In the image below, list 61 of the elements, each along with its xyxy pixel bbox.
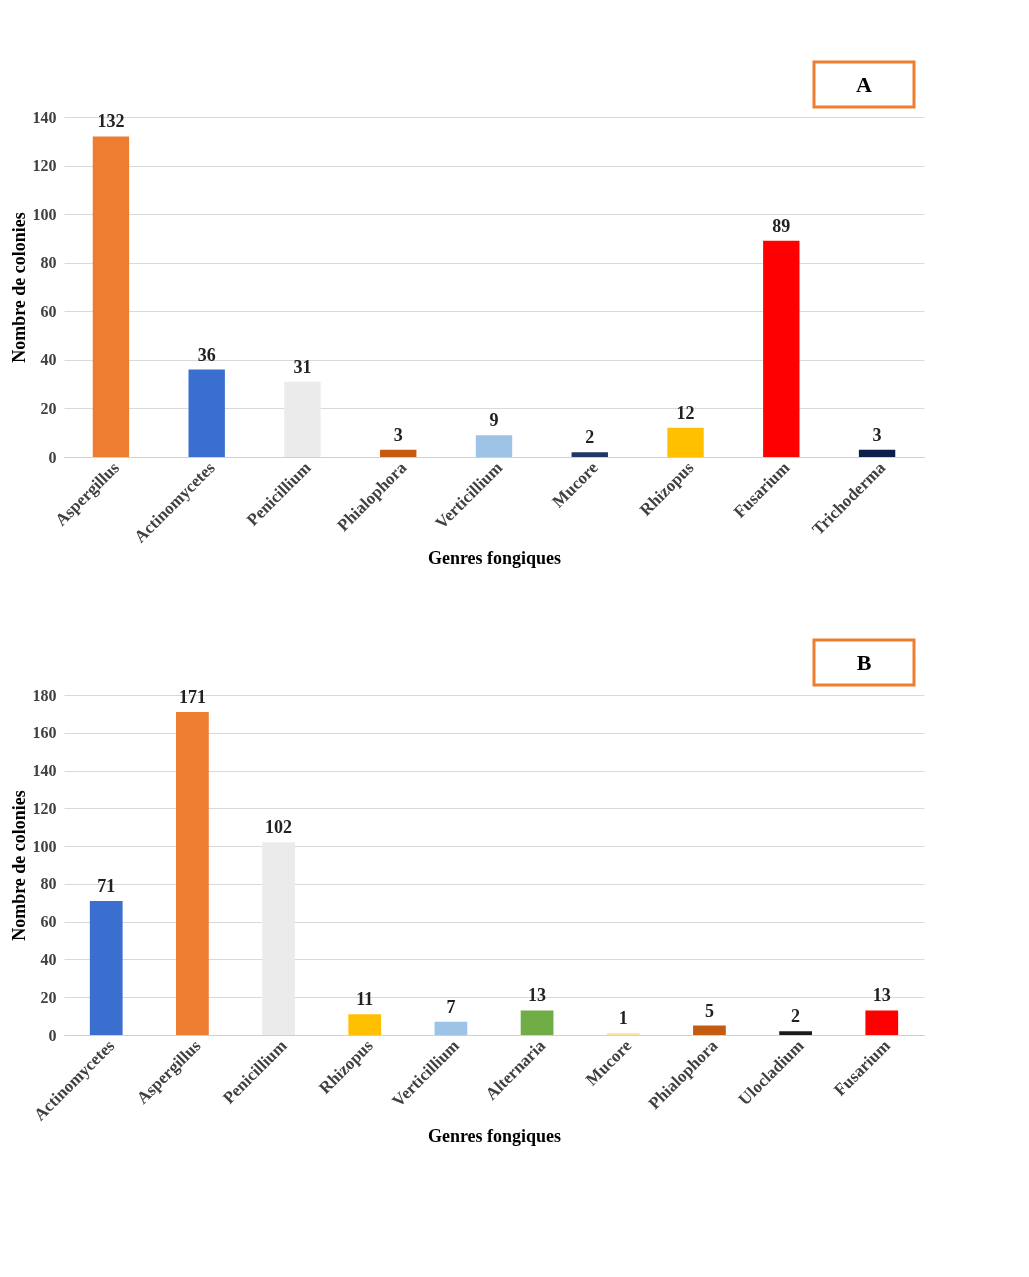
bar: [176, 712, 209, 1035]
bar: [693, 1025, 726, 1035]
bar: [858, 449, 896, 457]
data-label: 89: [772, 215, 791, 236]
y-tick-label: 40: [40, 950, 57, 968]
data-label: 102: [265, 817, 293, 838]
y-tick-label: 0: [48, 1026, 57, 1044]
data-label: 9: [489, 410, 499, 431]
y-tick-label: 120: [32, 157, 57, 175]
bar: [571, 452, 608, 457]
y-tick-label: 60: [40, 302, 57, 320]
bar: [434, 1021, 468, 1035]
bar: [779, 1031, 812, 1035]
bar: [348, 1014, 382, 1035]
bar: [380, 449, 417, 457]
bar: [92, 136, 130, 457]
data-label: 2: [585, 427, 595, 448]
data-label: 1: [618, 1008, 628, 1029]
data-label: 12: [676, 402, 695, 423]
y-tick-label: 100: [32, 205, 57, 223]
bar: [667, 427, 704, 457]
y-tick-label: 20: [40, 988, 57, 1006]
y-tick-label: 80: [40, 875, 57, 893]
data-label: 171: [178, 687, 206, 707]
bar: [475, 435, 513, 457]
data-label: 3: [393, 424, 403, 445]
data-label: 2: [791, 1006, 801, 1027]
x-axis-title: Genres fongiques: [427, 1125, 562, 1146]
data-label: 3: [872, 424, 882, 445]
data-label: 5: [704, 1000, 714, 1021]
y-axis-title: Nombre de colonies: [8, 790, 29, 941]
data-label: 13: [872, 985, 891, 1006]
text: B: [856, 650, 872, 675]
data-label: 36: [197, 344, 216, 365]
x-axis-title: Genres fongiques: [427, 547, 562, 568]
bar: [89, 900, 123, 1035]
y-tick-label: 100: [32, 837, 57, 855]
bar: [284, 381, 321, 457]
y-axis-title: Nombre de colonies: [8, 212, 29, 363]
y-tick-label: 60: [40, 913, 57, 931]
data-label: 132: [97, 111, 125, 132]
y-tick-label: 20: [40, 399, 57, 417]
y-tick-label: 180: [32, 686, 57, 704]
text: A: [856, 72, 873, 97]
bar: [763, 240, 800, 457]
bar: [865, 1010, 899, 1035]
data-label: 71: [97, 875, 116, 896]
y-tick-label: 40: [40, 351, 57, 369]
y-tick-label: 80: [40, 254, 57, 272]
data-label: 11: [356, 989, 374, 1010]
data-label: 13: [528, 985, 547, 1006]
y-tick-label: 160: [32, 724, 57, 742]
bar: [262, 842, 295, 1035]
bar: [188, 369, 225, 457]
y-tick-label: 120: [32, 799, 57, 817]
data-label: 31: [293, 356, 312, 377]
bar: [520, 1010, 554, 1035]
y-tick-label: 140: [32, 762, 57, 780]
y-tick-label: 140: [32, 108, 57, 126]
data-label: 7: [446, 996, 456, 1017]
y-tick-label: 0: [48, 448, 57, 466]
